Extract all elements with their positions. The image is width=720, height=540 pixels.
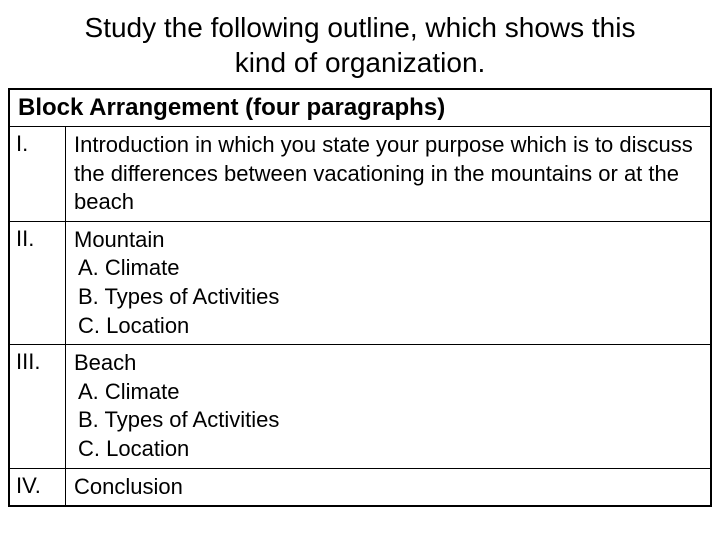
row-line: Introduction in which you state your pur… <box>74 131 702 217</box>
table-row: IV. Conclusion <box>10 469 710 506</box>
table-row: III. Beach A. Climate B. Types of Activi… <box>10 345 710 468</box>
row-content: Beach A. Climate B. Types of Activities … <box>66 345 710 467</box>
row-line: Mountain <box>74 226 702 255</box>
row-line: B. Types of Activities <box>74 283 702 312</box>
row-line: C. Location <box>74 435 702 464</box>
row-line: C. Location <box>74 312 702 341</box>
row-numeral: II. <box>10 222 66 344</box>
page-heading: Study the following outline, which shows… <box>0 0 720 88</box>
row-line: Conclusion <box>74 473 702 502</box>
table-row: I. Introduction in which you state your … <box>10 127 710 222</box>
row-line: Beach <box>74 349 702 378</box>
row-numeral: III. <box>10 345 66 467</box>
outline-table: Block Arrangement (four paragraphs) I. I… <box>8 88 712 507</box>
row-line: B. Types of Activities <box>74 406 702 435</box>
row-numeral: I. <box>10 127 66 221</box>
table-row: II. Mountain A. Climate B. Types of Acti… <box>10 222 710 345</box>
row-content: Conclusion <box>66 469 710 506</box>
row-content: Mountain A. Climate B. Types of Activiti… <box>66 222 710 344</box>
table-title: Block Arrangement (four paragraphs) <box>10 90 710 127</box>
row-line: A. Climate <box>74 254 702 283</box>
row-content: Introduction in which you state your pur… <box>66 127 710 221</box>
row-line: A. Climate <box>74 378 702 407</box>
row-numeral: IV. <box>10 469 66 506</box>
